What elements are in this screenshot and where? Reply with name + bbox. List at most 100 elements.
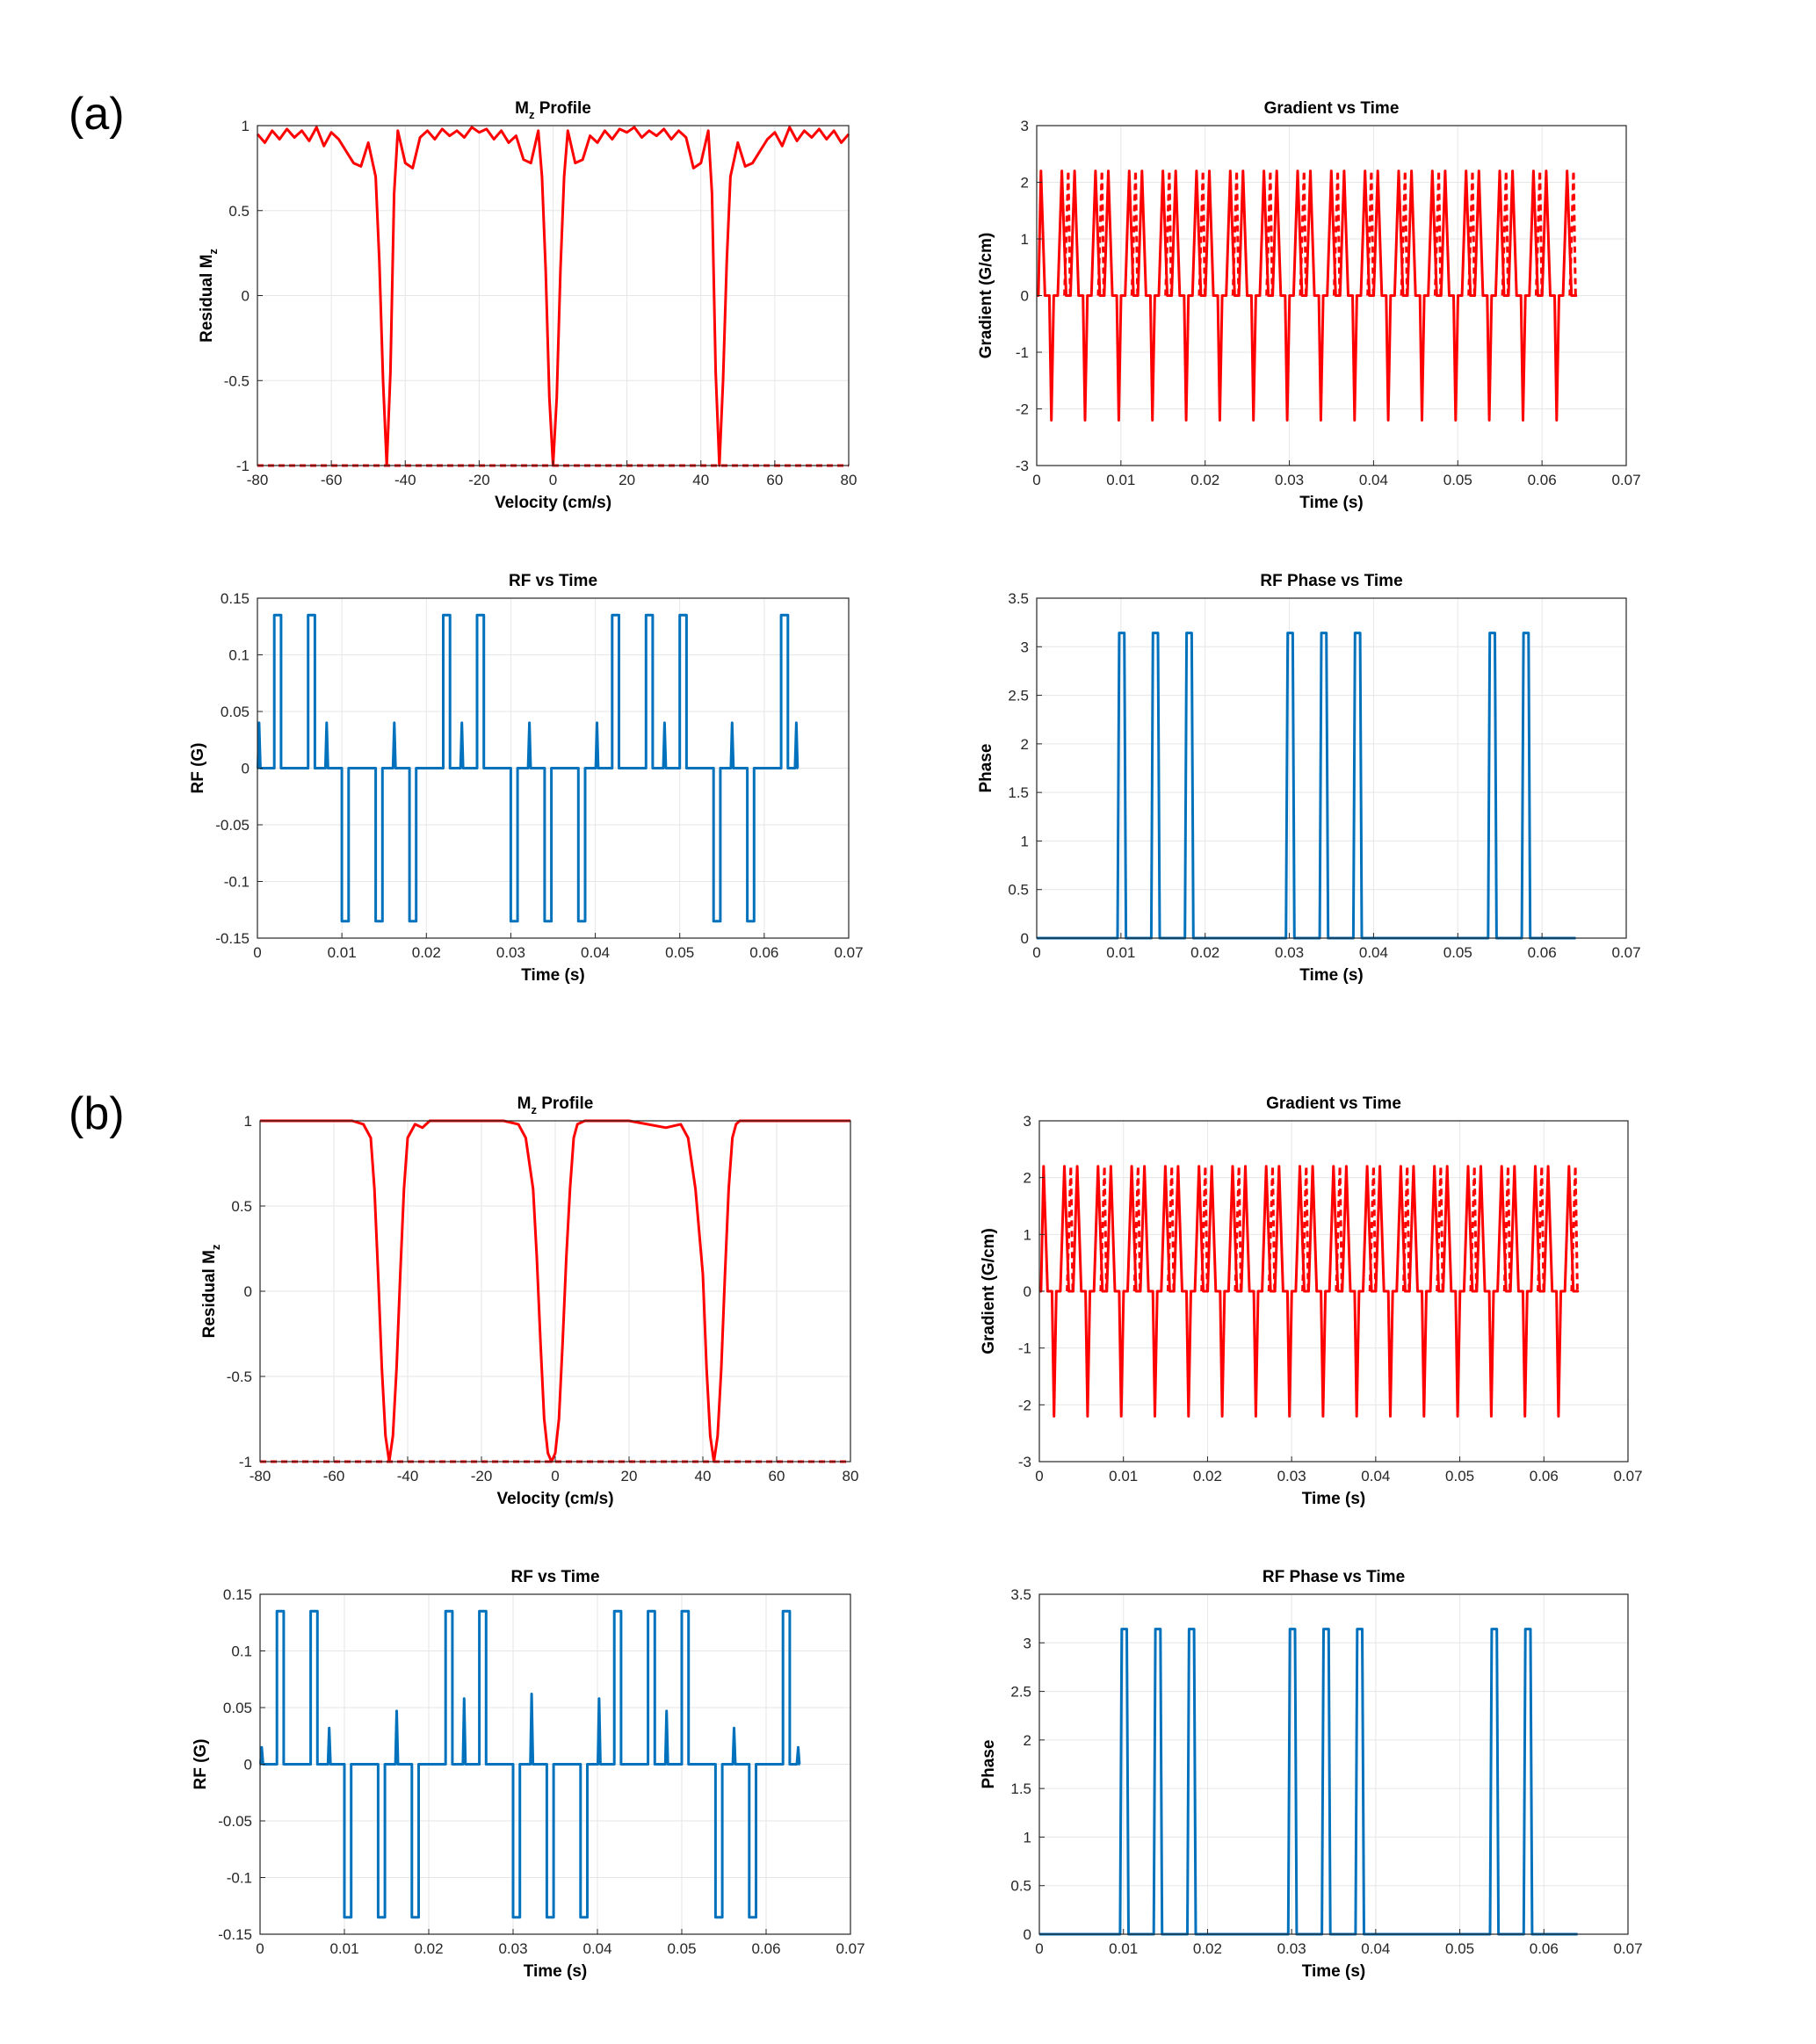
x-tick-label: 0: [1032, 472, 1040, 488]
x-tick-label: 0.01: [1109, 1940, 1138, 1957]
x-tick-label: 0.03: [1275, 472, 1304, 488]
x-tick-label: 0.05: [1443, 472, 1472, 488]
x-tick-label: 80: [843, 1468, 859, 1484]
x-tick-label: 0.06: [1530, 1468, 1559, 1484]
x-tick-label: 0.01: [1106, 944, 1135, 961]
y-tick-label: 0.1: [228, 647, 250, 664]
y-tick-label: 2: [1024, 1170, 1031, 1187]
y-tick-label: -0.1: [224, 874, 250, 891]
x-tick-label: 60: [766, 472, 783, 488]
x-tick-label: 0.07: [834, 944, 863, 961]
x-tick-label: -80: [247, 472, 269, 488]
series-line-rf: [259, 1609, 801, 1919]
x-tick-label: 0.06: [1528, 472, 1557, 488]
y-tick-label: 0.5: [228, 203, 250, 220]
y-tick-label: 1.5: [1010, 1780, 1031, 1797]
y-tick-label: 0: [242, 761, 250, 777]
x-tick-label: 0: [551, 1468, 559, 1484]
y-tick-label: 0.1: [231, 1643, 252, 1660]
x-tick-label: -80: [250, 1468, 271, 1484]
x-tick-label: 20: [619, 472, 635, 488]
y-tick-label: 1: [1021, 833, 1029, 849]
y-tick-label: 0: [1024, 1926, 1031, 1943]
x-tick-label: 0.04: [582, 1940, 611, 1957]
x-tick-label: 60: [769, 1468, 785, 1484]
x-axis-label: Time (s): [1302, 1962, 1366, 1981]
y-tick-label: 0.5: [231, 1198, 252, 1215]
x-tick-label: 0.07: [1611, 472, 1640, 488]
y-tick-label: 0: [244, 1283, 252, 1300]
x-tick-label: 0.05: [1445, 1940, 1474, 1957]
x-tick-label: 0.06: [1530, 1940, 1559, 1957]
x-tick-label: 0.04: [581, 944, 610, 961]
y-tick-label: -0.15: [218, 1926, 252, 1943]
x-tick-label: 0: [253, 944, 261, 961]
x-tick-label: -40: [394, 472, 416, 488]
y-tick-label: -2: [1018, 1397, 1031, 1413]
x-tick-label: -40: [397, 1468, 419, 1484]
y-tick-label: -3: [1018, 1454, 1031, 1470]
y-axis-label: RF (G): [189, 742, 207, 793]
x-tick-label: 0.04: [1359, 944, 1388, 961]
y-tick-label: -3: [1016, 458, 1029, 474]
x-tick-label: 0.03: [1277, 1940, 1306, 1957]
y-axis-label: Residual Mz: [198, 249, 220, 343]
x-tick-label: 0.04: [1361, 1940, 1390, 1957]
y-tick-label: 3.5: [1010, 1586, 1031, 1603]
y-tick-label: 1: [1021, 231, 1029, 248]
y-tick-label: 3: [1021, 639, 1029, 655]
x-tick-label: 0.06: [751, 1940, 780, 1957]
panel-label-b: (b): [69, 1088, 125, 1139]
x-tick-label: 0.01: [329, 1940, 358, 1957]
x-tick-label: 0.05: [665, 944, 694, 961]
x-tick-label: 0: [256, 1940, 264, 1957]
y-tick-label: 0: [242, 288, 250, 305]
y-axis-label: Phase: [980, 1740, 998, 1789]
y-tick-label: 3: [1024, 1113, 1031, 1130]
x-tick-label: 0.03: [1275, 944, 1304, 961]
y-axis-label: Gradient (G/cm): [980, 1228, 998, 1354]
x-tick-label: -20: [468, 472, 490, 488]
y-tick-label: 0: [1024, 1283, 1031, 1300]
x-tick-label: 0.06: [749, 944, 778, 961]
x-axis-label: Velocity (cm/s): [495, 494, 611, 512]
x-tick-label: 0.05: [667, 1940, 696, 1957]
x-tick-label: 0.02: [1190, 472, 1219, 488]
series-line-rf: [257, 613, 799, 923]
x-tick-label: 0: [1035, 1940, 1043, 1957]
y-tick-label: 3: [1024, 1635, 1031, 1651]
y-axis-label: Residual Mz: [200, 1244, 222, 1338]
x-tick-label: 0.07: [1613, 1940, 1642, 1957]
x-tick-label: 0: [1035, 1468, 1043, 1484]
chart-title: RF vs Time: [509, 572, 597, 590]
y-tick-label: 1: [242, 118, 250, 134]
series-line-gradient: [1039, 1165, 1580, 1418]
y-tick-label: 0.5: [1010, 1878, 1031, 1895]
x-axis-label: Time (s): [1299, 494, 1364, 512]
x-tick-label: 40: [695, 1468, 712, 1484]
x-axis-label: Time (s): [524, 1962, 588, 1981]
y-tick-label: 2: [1024, 1732, 1031, 1749]
y-tick-label: -1: [1018, 1340, 1031, 1357]
chart-title: Mz Profile: [517, 1094, 594, 1116]
x-axis-label: Time (s): [521, 966, 585, 985]
x-tick-label: 0.05: [1445, 1468, 1474, 1484]
y-tick-label: 0.05: [223, 1700, 252, 1716]
y-tick-label: 2: [1021, 175, 1029, 191]
x-tick-label: 0.07: [1611, 944, 1640, 961]
x-tick-label: 0.02: [1193, 1468, 1222, 1484]
x-tick-label: -60: [321, 472, 343, 488]
y-tick-label: 0: [1021, 930, 1029, 947]
y-tick-label: 1: [1024, 1829, 1031, 1845]
y-tick-label: 0: [244, 1757, 252, 1773]
y-tick-label: 1.5: [1008, 784, 1029, 801]
x-tick-label: 0.03: [496, 944, 525, 961]
x-axis-label: Velocity (cm/s): [496, 1490, 613, 1508]
chart-title: RF vs Time: [510, 1568, 599, 1586]
